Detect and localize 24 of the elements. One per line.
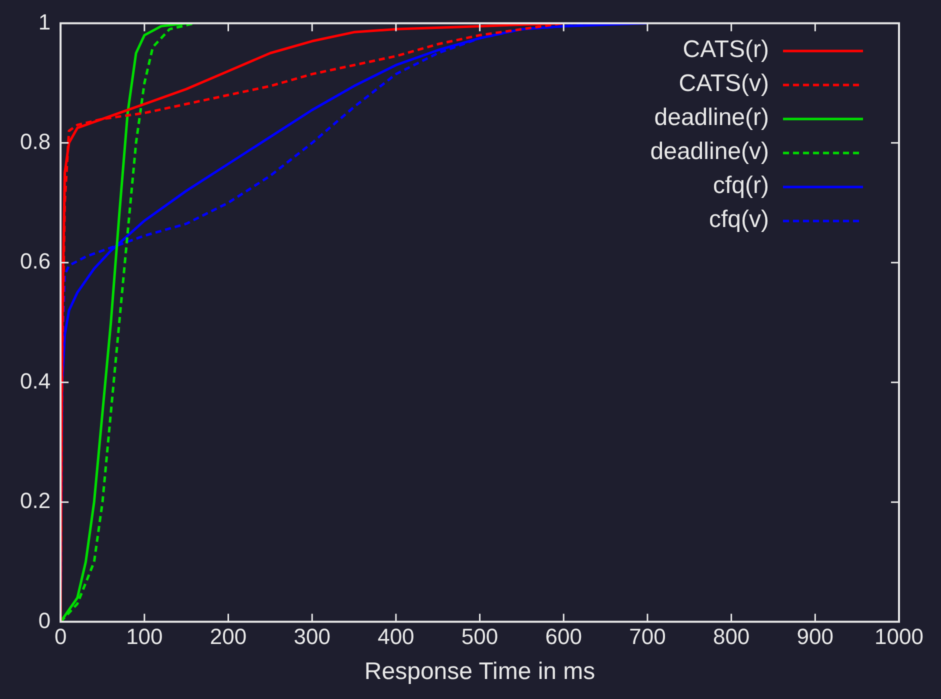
- x-tick-label: 100: [126, 624, 163, 650]
- x-tick-label: 800: [712, 624, 750, 650]
- x-tick-label: 200: [210, 624, 247, 650]
- x-tick-label: 0: [54, 624, 67, 650]
- y-tick-label: 1: [38, 9, 51, 34]
- legend-label: CATS(v): [678, 69, 769, 100]
- x-axis-title: Response Time in ms: [364, 658, 596, 686]
- x-tick-label: 700: [629, 624, 666, 650]
- y-tick-label: 0.4: [20, 368, 51, 394]
- legend-label: deadline(v): [650, 137, 769, 168]
- x-tick-label: 600: [545, 624, 582, 650]
- x-tick-label: 900: [796, 624, 834, 650]
- x-tick-label: 400: [378, 624, 414, 650]
- x-tick-label: 1000: [874, 624, 924, 650]
- y-tick-label: 0: [38, 608, 51, 633]
- legend-label: deadline(r): [653, 103, 769, 134]
- x-tick-label: 300: [294, 624, 330, 650]
- y-tick-label: 0.2: [20, 488, 51, 514]
- y-tick-label: 0.8: [20, 128, 51, 154]
- legend-label: cfq(v): [708, 205, 769, 236]
- legend-label: CATS(r): [682, 35, 769, 66]
- y-tick-label: 0.6: [20, 248, 51, 274]
- legend-label: cfq(r): [712, 171, 769, 202]
- x-tick-label: 500: [461, 624, 498, 650]
